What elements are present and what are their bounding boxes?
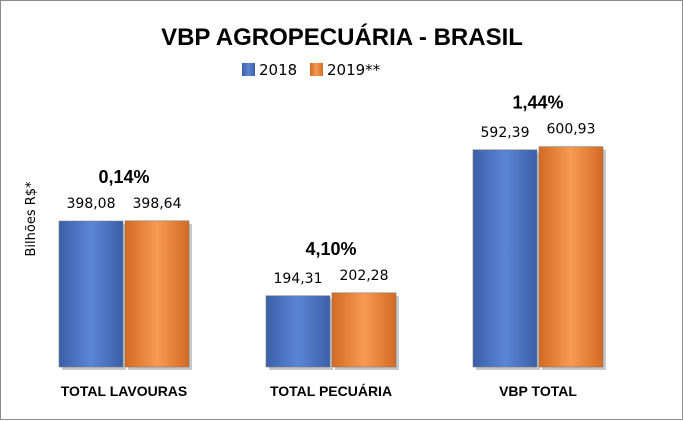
bar-vbp-total-2018 — [472, 149, 538, 368]
legend-swatch-2018 — [242, 63, 255, 76]
legend-label-2018: 2018 — [259, 61, 297, 79]
data-label-total-lavouras-2018: 398,08 — [67, 196, 116, 212]
growth-label-total-lavouras: 0,14% — [98, 167, 149, 187]
bars-group — [58, 146, 606, 370]
data-label-vbp-total-2019: 600,93 — [547, 122, 596, 138]
growth-label-vbp-total: 1,44% — [512, 93, 563, 113]
bar-total-pecuaria-2019 — [331, 292, 397, 368]
data-label-total-pecuaria-2018: 194,31 — [274, 271, 323, 287]
labels-group: 398,08 398,64 0,14% TOTAL LAVOURAS 194,31 202… — [61, 93, 596, 399]
legend-swatch-2019 — [310, 63, 323, 76]
data-label-total-pecuaria-2019: 202,28 — [340, 268, 389, 284]
data-label-total-lavouras-2019: 398,64 — [133, 196, 182, 212]
category-label-total-lavouras: TOTAL LAVOURAS — [61, 383, 188, 399]
legend: 2018 2019** — [242, 61, 381, 79]
bar-total-lavouras-2018 — [58, 220, 124, 368]
growth-label-total-pecuaria: 4,10% — [305, 239, 356, 259]
legend-label-2019: 2019** — [327, 61, 381, 79]
data-label-vbp-total-2018: 592,39 — [481, 125, 530, 141]
bar-total-lavouras-2019 — [124, 220, 190, 368]
category-label-vbp-total: VBP TOTAL — [499, 383, 577, 399]
bar-vbp-total-2019 — [538, 146, 604, 368]
bar-total-pecuaria-2018 — [265, 295, 331, 368]
category-label-total-pecuaria: TOTAL PECUÁRIA — [270, 383, 392, 399]
chart-title: VBP AGROPECUÁRIA - BRASIL — [161, 23, 523, 51]
y-axis-label: Bilhões R$* — [24, 181, 39, 257]
